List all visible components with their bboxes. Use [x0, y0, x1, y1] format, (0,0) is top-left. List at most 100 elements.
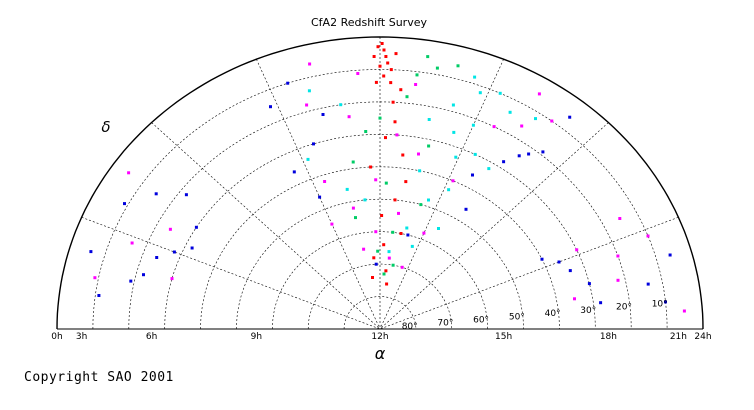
- data-point: [616, 254, 620, 258]
- data-point: [415, 73, 419, 77]
- data-point: [557, 260, 561, 264]
- data-point: [387, 256, 391, 260]
- data-point: [682, 309, 686, 313]
- x-axis-label: α: [375, 344, 386, 363]
- y-tick-label: 60°: [473, 316, 489, 326]
- data-point: [502, 160, 506, 164]
- data-point: [170, 277, 174, 281]
- data-point: [410, 244, 414, 248]
- data-point: [123, 202, 126, 206]
- data-point: [492, 125, 496, 129]
- data-point: [127, 171, 131, 175]
- data-point: [664, 300, 667, 304]
- data-point: [384, 269, 388, 273]
- dec-grid-line: [236, 198, 524, 330]
- ra-grid-line: [379, 216, 679, 330]
- data-point: [391, 263, 395, 267]
- data-point: [330, 222, 334, 226]
- data-point: [384, 55, 388, 58]
- grid: [56, 36, 704, 330]
- data-point: [356, 72, 360, 75]
- y-tick-label: 80°: [402, 322, 418, 332]
- data-point: [354, 216, 357, 220]
- data-point: [339, 103, 343, 107]
- data-point: [452, 130, 456, 134]
- x-tick-label: 0h: [51, 332, 62, 342]
- data-point: [129, 279, 133, 283]
- data-point: [399, 88, 403, 92]
- data-point: [575, 248, 579, 252]
- data-point: [168, 227, 172, 231]
- data-point: [427, 118, 431, 121]
- data-point: [376, 249, 380, 253]
- data-point: [389, 68, 393, 72]
- data-point: [541, 150, 545, 154]
- data-point: [618, 217, 622, 220]
- ra-grid-line: [81, 216, 381, 330]
- data-point: [534, 117, 537, 121]
- data-point: [363, 198, 367, 202]
- data-point: [93, 276, 97, 280]
- outer-arc: [56, 36, 704, 330]
- x-tick-label: 12h: [371, 332, 388, 342]
- data-point: [374, 80, 378, 84]
- y-tick-label: 50°: [509, 312, 525, 322]
- dec-grid-line: [272, 231, 488, 330]
- data-point: [437, 227, 440, 230]
- x-tick-label: 18h: [600, 332, 617, 342]
- data-point: [573, 297, 576, 301]
- data-point: [347, 115, 351, 119]
- data-point: [418, 169, 422, 173]
- y-tick-label: 70°: [437, 319, 453, 329]
- data-point: [668, 253, 672, 257]
- data-point: [405, 95, 409, 99]
- data-point: [520, 124, 524, 128]
- x-tick-label: 15h: [495, 332, 512, 342]
- data-point: [406, 233, 410, 237]
- data-point: [312, 142, 315, 146]
- y-axis-label: δ: [101, 118, 110, 136]
- data-point: [194, 225, 198, 229]
- data-point: [399, 232, 403, 235]
- y-tick-label: 30°: [580, 306, 596, 316]
- data-point: [89, 250, 93, 254]
- data-point: [391, 230, 395, 234]
- data-point: [172, 250, 176, 254]
- data-point: [307, 89, 311, 93]
- data-point: [537, 92, 541, 96]
- dec-grid-line: [307, 263, 453, 330]
- data-point: [382, 243, 386, 247]
- data-point: [414, 83, 418, 86]
- data-point: [184, 193, 188, 197]
- data-point: [393, 120, 397, 124]
- data-point: [517, 154, 521, 158]
- data-point: [568, 269, 572, 273]
- data-point: [405, 226, 409, 230]
- data-point: [508, 110, 512, 114]
- data-point: [321, 113, 325, 116]
- data-point: [380, 42, 384, 45]
- data-point: [527, 152, 531, 156]
- data-point: [378, 116, 382, 120]
- data-point: [473, 152, 477, 156]
- data-point: [478, 91, 482, 95]
- data-point: [371, 276, 374, 279]
- data-point: [599, 301, 603, 305]
- data-point: [382, 272, 386, 276]
- data-point: [142, 273, 145, 277]
- chart-title: CfA2 Redshift Survey: [311, 16, 427, 29]
- y-tick-label: 40°: [545, 309, 561, 319]
- data-point: [269, 105, 272, 109]
- ra-grid-line: [379, 122, 609, 330]
- data-point: [384, 136, 387, 140]
- data-point: [417, 152, 420, 156]
- data-point: [646, 234, 650, 238]
- data-point: [456, 64, 460, 68]
- data-point: [540, 257, 544, 261]
- data-point: [394, 52, 398, 56]
- ra-grid-line: [379, 59, 504, 330]
- data-point: [451, 179, 455, 183]
- data-point: [422, 231, 426, 235]
- data-point: [374, 262, 378, 266]
- data-point: [447, 188, 451, 192]
